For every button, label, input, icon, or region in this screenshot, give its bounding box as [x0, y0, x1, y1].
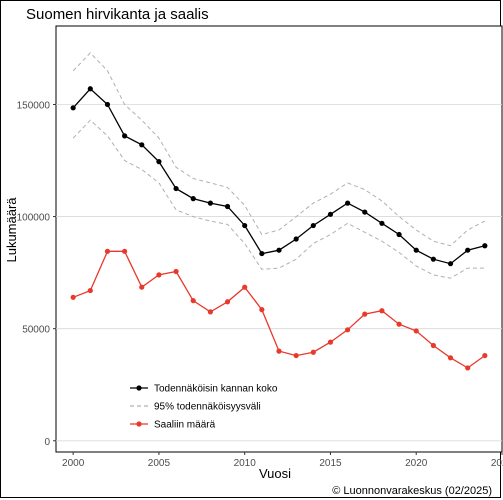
- harvest-point: [207, 309, 213, 315]
- population-point: [379, 220, 385, 226]
- x-tick-label: 2025: [491, 458, 503, 469]
- harvest-point: [327, 339, 334, 345]
- harvest-point: [87, 287, 93, 294]
- population-point: [276, 247, 282, 253]
- y-tick-label: 150000: [17, 100, 51, 111]
- confidence-band: [72, 52, 486, 279]
- plot-area: [55, 25, 503, 453]
- population-point: [190, 196, 196, 202]
- harvest-point: [362, 311, 368, 317]
- grid: [56, 104, 502, 442]
- harvest-point: [482, 352, 488, 359]
- population-point: [173, 185, 179, 192]
- population-point: [224, 203, 231, 210]
- legend-key-point: [136, 385, 142, 391]
- caption: © Luonnonvarakeskus (02/2025): [332, 485, 492, 497]
- x-tick-label: 2000: [62, 458, 85, 469]
- population-point: [396, 231, 402, 238]
- chart-title: Suomen hirvikanta ja saalis: [26, 6, 209, 23]
- population-point: [293, 236, 299, 242]
- y-tick-label: 0: [44, 437, 50, 448]
- population-point: [207, 200, 213, 206]
- y-tick-label: 100000: [17, 213, 51, 224]
- legend: Todennäköisin kannan koko 95% todennäköis…: [130, 384, 278, 431]
- population-point: [465, 247, 471, 253]
- y-tick-label: 50000: [22, 325, 50, 336]
- x-tick-label: 2005: [148, 458, 171, 469]
- x-axis-label: Vuosi: [259, 466, 291, 481]
- legend-label: Saaliin määrä: [154, 420, 216, 431]
- population-point: [310, 222, 316, 229]
- ci-upper-line: [72, 52, 486, 247]
- harvest-point: [173, 268, 179, 275]
- harvest-point: [70, 294, 76, 300]
- harvest-point: [379, 308, 385, 314]
- harvest-point: [190, 298, 196, 304]
- harvest-point: [139, 284, 145, 290]
- legend-label: 95% todennäköisyysväli: [154, 402, 261, 413]
- population-point: [430, 256, 436, 262]
- x-tick-label: 2010: [234, 458, 257, 469]
- harvest-point: [104, 248, 111, 254]
- population-point: [413, 247, 419, 253]
- harvest-point: [293, 352, 299, 359]
- harvest-point: [259, 307, 265, 313]
- population-point: [104, 101, 111, 108]
- y-axis-label: Lukumäärä: [4, 197, 19, 263]
- population-point: [259, 250, 265, 257]
- harvest-point: [224, 299, 231, 305]
- harvest-point: [122, 248, 128, 254]
- ci-lower-line: [72, 119, 485, 279]
- population-point: [122, 133, 128, 139]
- harvest-point: [465, 365, 471, 371]
- harvest-point: [447, 355, 454, 361]
- population-point: [70, 105, 76, 111]
- population-point: [139, 142, 145, 148]
- population-point: [482, 243, 488, 249]
- legend-label: Todennäköisin kannan koko: [154, 384, 278, 395]
- harvest-point: [413, 328, 419, 334]
- harvest-point: [156, 272, 162, 278]
- population-point: [327, 211, 334, 217]
- harvest-point: [310, 349, 316, 355]
- population-point: [87, 86, 93, 92]
- legend-key-point: [136, 421, 142, 427]
- harvest-point: [242, 284, 248, 290]
- population-point: [242, 222, 248, 229]
- harvest-point: [430, 342, 436, 349]
- population-point: [447, 261, 454, 267]
- x-tick-label: 2020: [405, 458, 428, 469]
- harvest-point: [345, 327, 351, 333]
- axes: 0 50000 100000 150000 2000 2005 2010 2015 2020 20…: [17, 100, 503, 469]
- series: [70, 86, 488, 371]
- population-point: [345, 200, 351, 206]
- harvest-point: [396, 321, 402, 327]
- harvest-point: [276, 348, 282, 354]
- population-point: [362, 209, 368, 215]
- population-point: [156, 159, 162, 165]
- x-tick-label: 2015: [319, 458, 342, 469]
